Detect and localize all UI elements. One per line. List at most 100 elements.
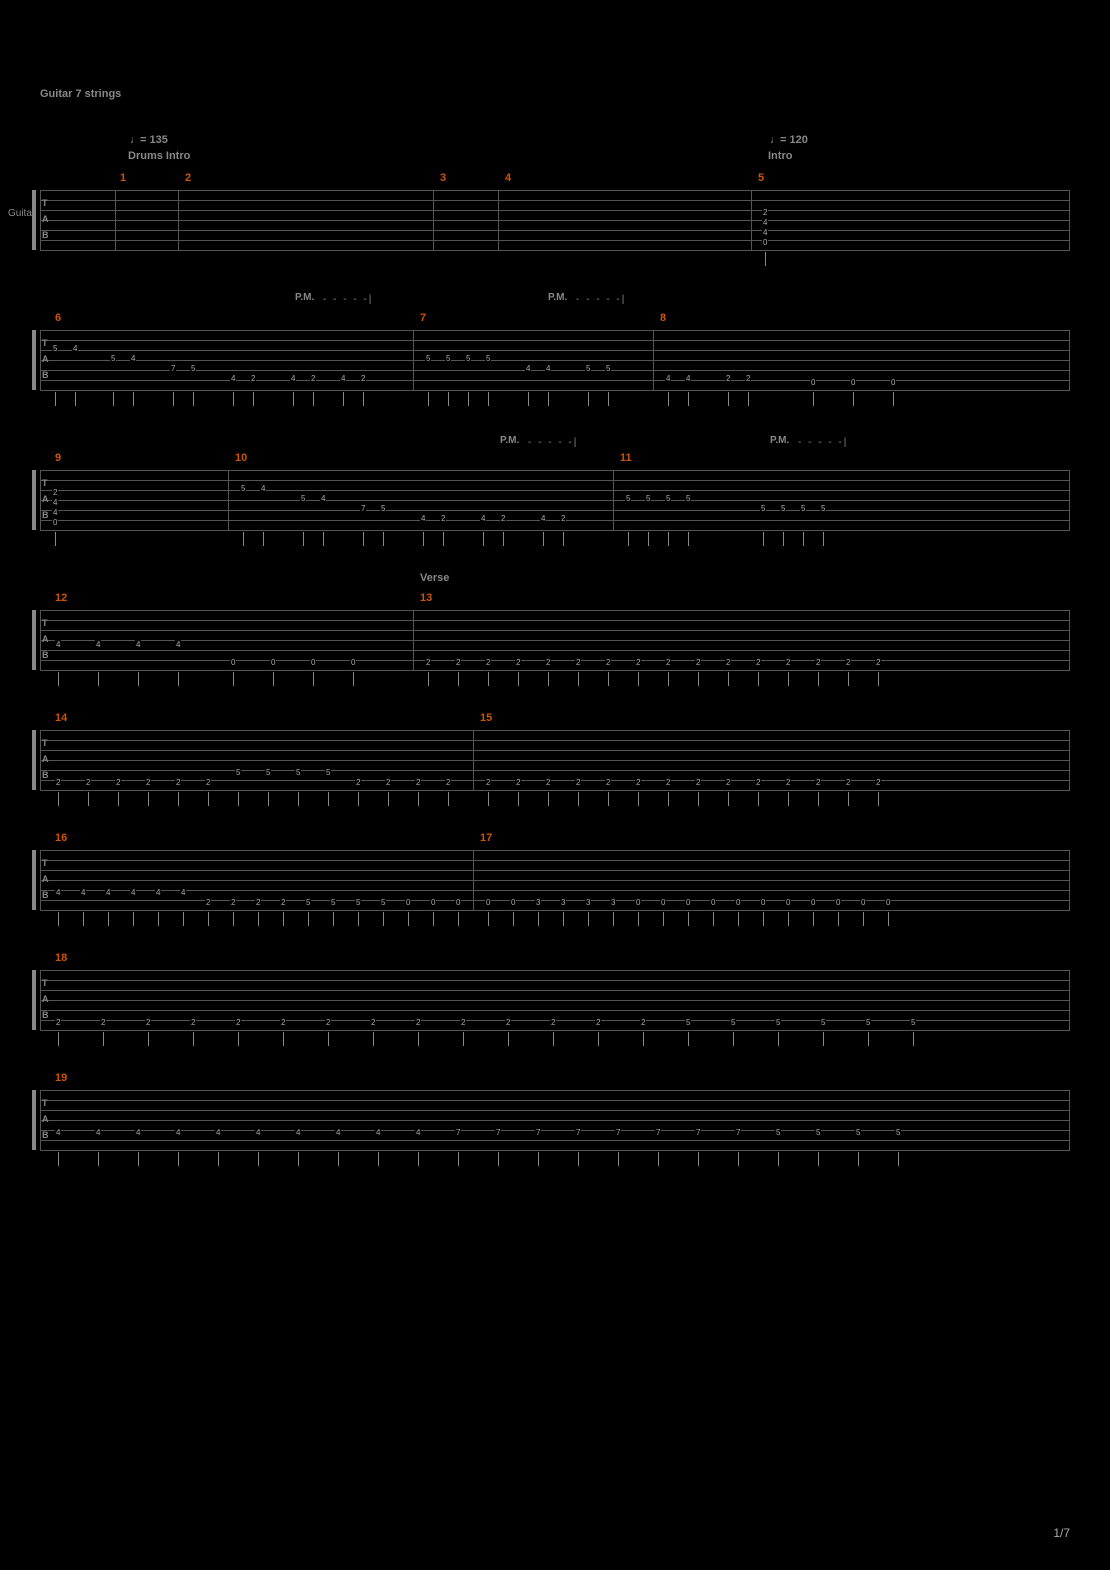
note-stem [765,252,766,266]
note-stem [698,792,699,806]
note-stem [283,1032,284,1046]
note-stem [58,1032,59,1046]
fret-number: 2 [425,658,431,667]
fret-number: 5 [895,1128,901,1137]
barline [40,470,41,530]
fret-number: 2 [145,778,151,787]
fret-number: 4 [545,364,551,373]
note-stem [113,392,114,406]
tab-staff: TAB678545475424242555544554422000 [40,330,1070,390]
barline [1069,190,1070,250]
staff-line [40,230,1070,231]
note-stem [158,912,159,926]
fret-number: 2 [815,658,821,667]
barline [40,330,41,390]
barline [413,610,414,670]
note-stem [688,1032,689,1046]
fret-number: 4 [525,364,531,373]
fret-number: 2 [845,778,851,787]
fret-number: 2 [440,514,446,523]
note-stem [448,392,449,406]
measure-number: 11 [620,452,632,464]
note-stem [813,912,814,926]
note-stem [103,1032,104,1046]
note-stem [388,792,389,806]
fret-number: 5 [800,504,806,513]
note-stem [313,672,314,686]
note-stem [518,672,519,686]
fret-number: 5 [820,504,826,513]
fret-number: 3 [535,898,541,907]
note-stem [538,912,539,926]
tab-letter: A [42,754,49,764]
fret-number: 2 [360,374,366,383]
tab-staff: TAB14152222225555222222222222222222 [40,730,1070,790]
fret-number: 0 [510,898,516,907]
measure-number: 16 [55,832,67,844]
barline [473,850,474,910]
note-stem [138,1152,139,1166]
note-stem [783,532,784,546]
staff-line [40,210,1070,211]
note-stem [898,1152,899,1166]
measure-number: 14 [55,712,67,724]
fret-number: 0 [885,898,891,907]
tab-letter: T [42,858,48,868]
palm-mute-label: P.M. [548,292,567,303]
note-stem [698,672,699,686]
fret-number: 4 [52,498,58,507]
fret-number: 4 [665,374,671,383]
staff-line [40,1150,1070,1151]
staff-line [40,900,1070,901]
tab-letter: B [42,650,49,660]
fret-number: 2 [385,778,391,787]
fret-number: 0 [405,898,411,907]
fret-number: 5 [625,494,631,503]
staff-line [40,340,1070,341]
note-stem [258,1152,259,1166]
fret-number: 4 [52,508,58,517]
staff-bracket [32,1090,36,1150]
fret-number: 2 [725,658,731,667]
measure-number: 19 [55,1072,67,1084]
note-stem [543,532,544,546]
fret-number: 3 [585,898,591,907]
fret-number: 2 [325,1018,331,1027]
note-stem [818,672,819,686]
staff-line [40,330,1070,331]
barline [1069,1090,1070,1150]
barline [473,730,474,790]
barline [433,190,434,250]
staff-line [40,890,1070,891]
staff-line [40,1140,1070,1141]
fret-number: 2 [665,658,671,667]
fret-number: 4 [55,1128,61,1137]
fret-number: 7 [735,1128,741,1137]
fret-number: 4 [155,888,161,897]
note-stem [178,792,179,806]
fret-number: 2 [695,778,701,787]
staff-bracket [32,190,36,250]
staff-line [40,1000,1070,1001]
tab-letter: A [42,354,49,364]
note-stem [178,672,179,686]
fret-number: 0 [635,898,641,907]
fret-number: 2 [415,1018,421,1027]
note-stem [353,672,354,686]
fret-number: 7 [695,1128,701,1137]
note-stem [373,1032,374,1046]
fret-number: 2 [355,778,361,787]
note-stem [263,532,264,546]
staff-bracket [32,850,36,910]
note-stem [748,392,749,406]
note-stem [893,392,894,406]
note-stem [358,912,359,926]
fret-number: 2 [575,658,581,667]
fret-number: 4 [135,1128,141,1137]
fret-number: 2 [745,374,751,383]
note-stem [738,1152,739,1166]
section-label: Verse [420,572,449,584]
barline [40,610,41,670]
note-stem [363,532,364,546]
fret-number: 5 [820,1018,826,1027]
